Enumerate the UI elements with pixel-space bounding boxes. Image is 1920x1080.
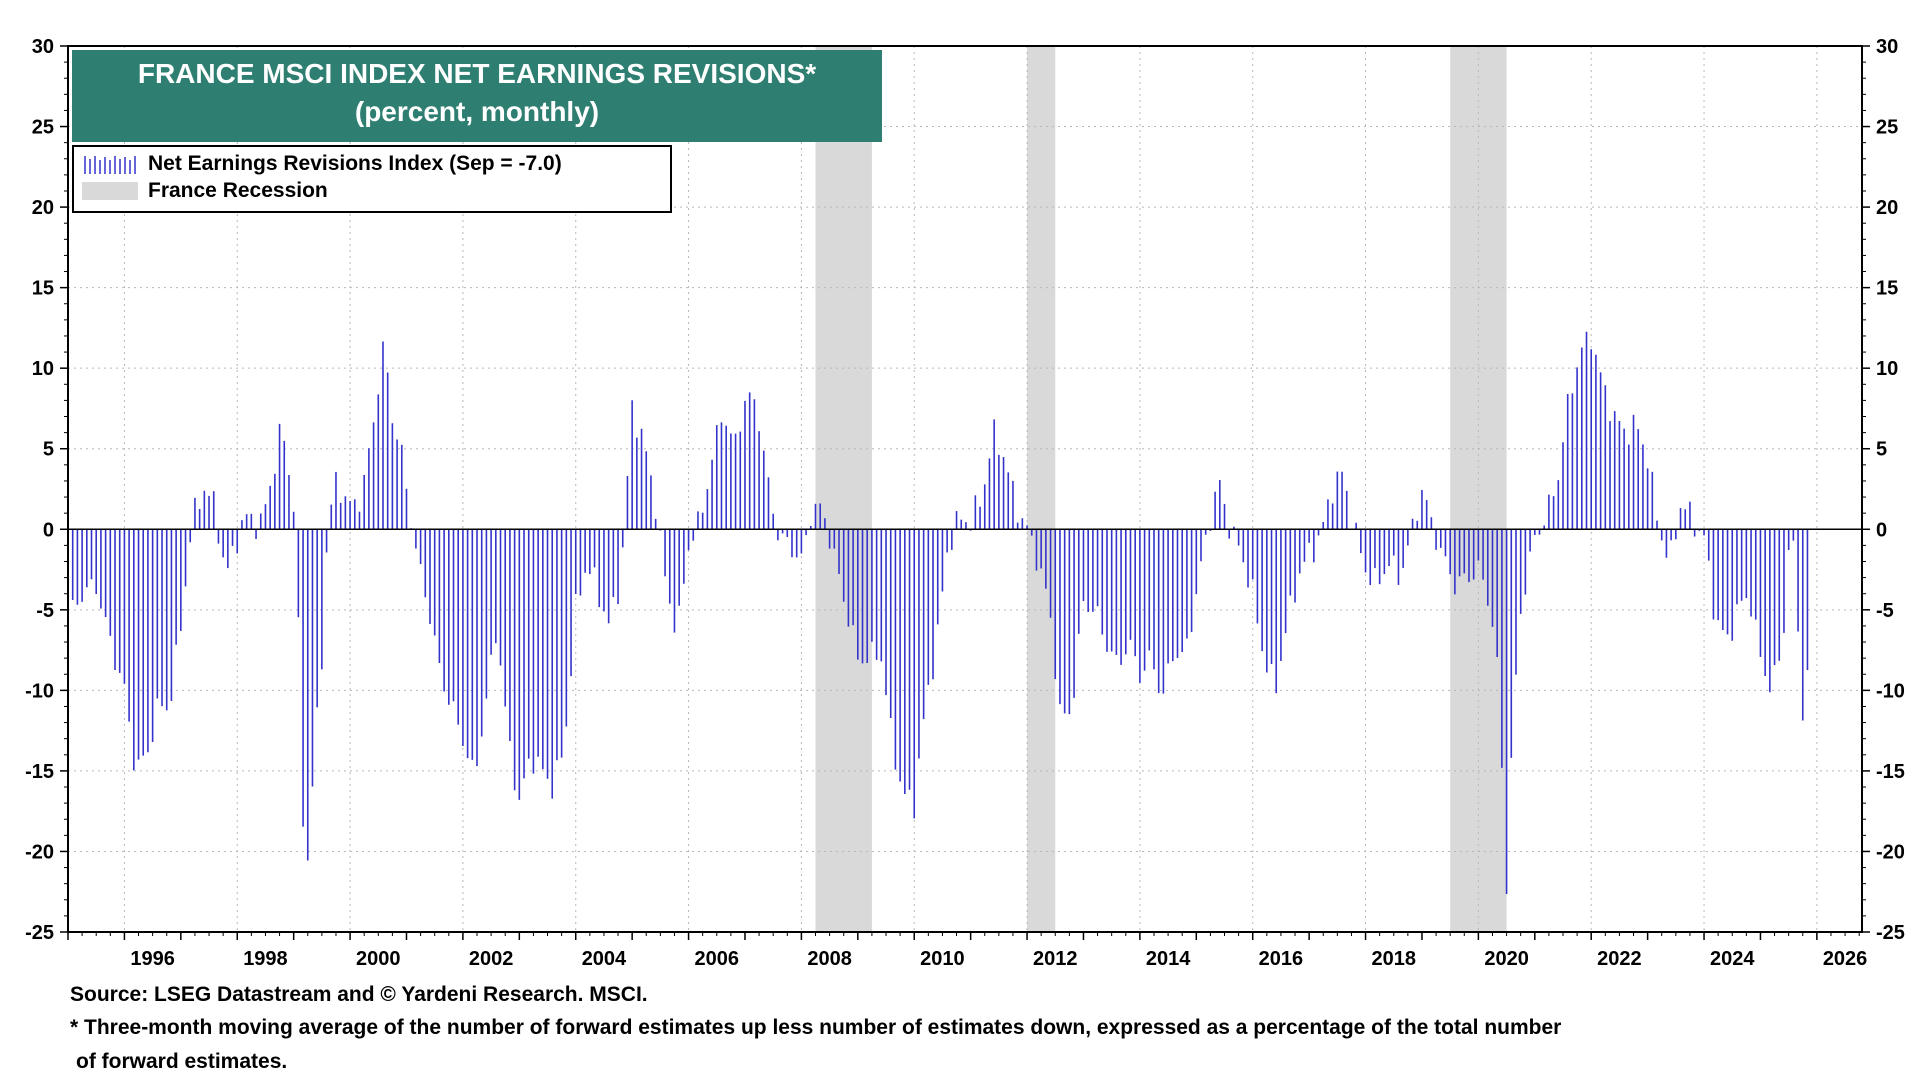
x-tick-label: 2006	[695, 948, 740, 970]
x-tick-label: 2020	[1484, 948, 1529, 970]
x-tick-label: 1996	[130, 948, 175, 970]
x-tick-label: 2024	[1710, 948, 1755, 970]
plot-frame	[67, 45, 1863, 933]
x-tick-label: 2026	[1823, 948, 1868, 970]
y-tick-label-left: 10	[32, 358, 54, 380]
source-note: Source: LSEG Datastream and © Yardeni Re…	[70, 983, 648, 1006]
y-tick-label-left: -10	[25, 680, 54, 702]
y-tick-label-right: -10	[1876, 680, 1905, 702]
y-tick-label-right: -5	[1876, 600, 1894, 622]
x-tick-label: 2010	[920, 948, 965, 970]
legend: Net Earnings Revisions Index (Sep = -7.0…	[72, 145, 672, 213]
y-tick-label-left: 0	[43, 519, 54, 541]
y-tick-label-right: -25	[1876, 922, 1905, 944]
x-axis: 1996 1998 2000 2002 2004 2006 2008 2010 2012 2014…	[67, 932, 1868, 970]
x-tick-label: 2000	[356, 948, 401, 970]
y-tick-label-left: 5	[43, 439, 54, 461]
legend-label-net-revisions: Net Earnings Revisions Index (Sep = -7.0…	[148, 152, 562, 175]
legend-label-recession: France Recession	[148, 179, 328, 202]
y-tick-label-left: 15	[32, 278, 54, 300]
chart-title-box: FRANCE MSCI INDEX NET EARNINGS REVISIONS…	[72, 50, 882, 142]
y-tick-label-right: 30	[1876, 36, 1898, 58]
y-axis-left: 30 25 20 15 10 5 0 -5 -10 -15 -20 -25	[25, 36, 68, 944]
footnote-line-2: of forward estimates.	[76, 1050, 288, 1073]
recession-band-2	[1027, 46, 1056, 932]
recession-shading	[815, 46, 1507, 932]
y-tick-label-left: 25	[32, 117, 54, 139]
chart-title: FRANCE MSCI INDEX NET EARNINGS REVISIONS…	[137, 58, 817, 89]
y-tick-label-left: 20	[32, 197, 54, 219]
y-axis-right: 30 25 20 15 10 5 0 -5 -10 -15 -20 -25	[1862, 36, 1905, 944]
legend-bars-icon	[84, 156, 136, 174]
footnote-line-1: * Three-month moving average of the numb…	[70, 1016, 1562, 1039]
series-bars	[67, 331, 1809, 895]
y-tick-label-right: 20	[1876, 197, 1898, 219]
y-tick-label-right: 0	[1876, 519, 1887, 541]
y-tick-label-left: -15	[25, 761, 54, 783]
y-tick-label-right: 25	[1876, 117, 1898, 139]
x-tick-label: 2004	[582, 948, 627, 970]
x-tick-label: 2012	[1033, 948, 1078, 970]
recession-band-1	[815, 46, 872, 932]
x-tick-label: 1998	[243, 948, 288, 970]
chart-subtitle: (percent, monthly)	[354, 96, 600, 127]
y-tick-label-right: 15	[1876, 278, 1898, 300]
x-tick-label: 2018	[1372, 948, 1417, 970]
legend-item-recession: France Recession	[82, 178, 328, 204]
legend-recession-swatch-icon	[82, 182, 138, 200]
x-tick-label: 2008	[807, 948, 852, 970]
y-tick-label-left: 30	[32, 36, 54, 58]
y-tick-label-right: -20	[1876, 841, 1905, 863]
y-tick-label-left: -5	[36, 600, 54, 622]
x-tick-label: 2022	[1597, 948, 1642, 970]
legend-item-net-revisions: Net Earnings Revisions Index (Sep = -7.0…	[82, 151, 562, 177]
y-tick-label-left: -20	[25, 841, 54, 863]
x-tick-label: 2014	[1146, 948, 1191, 970]
y-tick-label-right: -15	[1876, 761, 1905, 783]
y-tick-label-right: 5	[1876, 439, 1887, 461]
y-tick-label-left: -25	[25, 922, 54, 944]
y-tick-label-right: 10	[1876, 358, 1898, 380]
x-tick-label: 2002	[469, 948, 514, 970]
x-tick-label: 2016	[1259, 948, 1304, 970]
